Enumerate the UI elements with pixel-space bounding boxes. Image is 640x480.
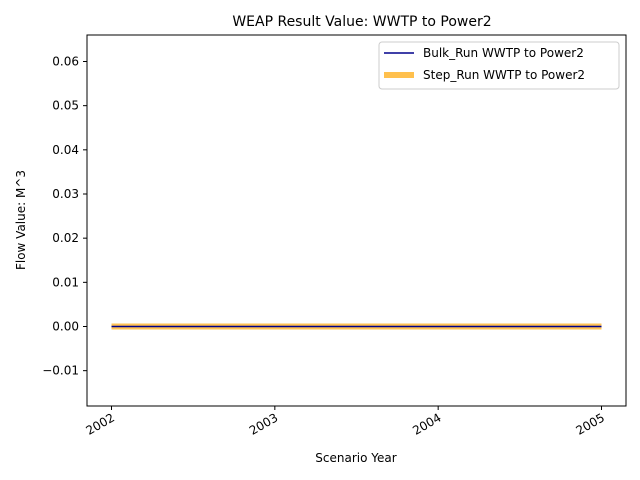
legend-label-bulk: Bulk_Run WWTP to Power2	[423, 46, 584, 60]
x-axis-title: Scenario Year	[315, 451, 396, 465]
y-tick-label: −0.01	[42, 364, 79, 378]
y-tick-label: 0.06	[52, 55, 79, 69]
y-tick-label: 0.05	[52, 99, 79, 113]
y-tick-label: 0.04	[52, 143, 79, 157]
legend: Bulk_Run WWTP to Power2 Step_Run WWTP to…	[378, 41, 620, 90]
chart-title: WEAP Result Value: WWTP to Power2	[232, 14, 491, 30]
y-axis: −0.01 0.00 0.01 0.02 0.03 0.04 0.05 0.06	[42, 55, 87, 378]
y-tick-label: 0.01	[52, 275, 79, 289]
y-tick-label: 0.00	[52, 320, 79, 334]
plot-frame	[86, 34, 627, 407]
y-tick-label: 0.02	[52, 231, 79, 245]
y-tick-label: 0.03	[52, 187, 79, 201]
legend-frame	[378, 41, 620, 90]
legend-label-step: Step_Run WWTP to Power2	[423, 68, 585, 82]
y-axis-title: Flow Value: M^3	[14, 170, 28, 270]
